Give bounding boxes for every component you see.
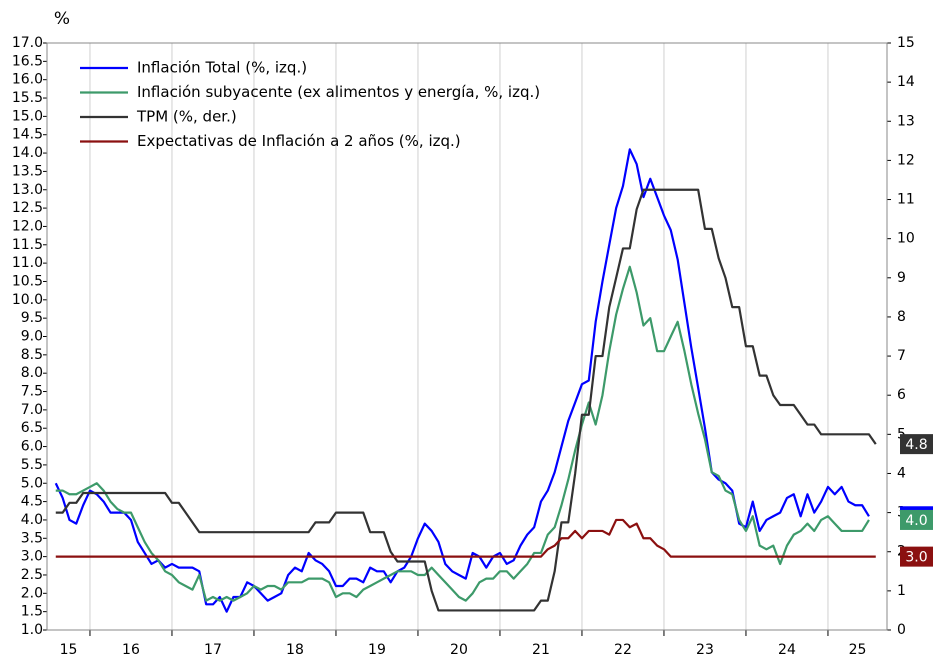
legend-label: TPM (%, der.) bbox=[136, 108, 237, 126]
y-tick-label: 16.5 bbox=[12, 53, 43, 69]
y-tick-label: 11.0 bbox=[12, 255, 43, 271]
legend-label: Inflación Total (%, izq.) bbox=[137, 59, 307, 77]
y-axis-label: % bbox=[54, 9, 70, 29]
x-tick-label: 22 bbox=[614, 642, 632, 658]
y-tick-label: 14.0 bbox=[12, 145, 43, 161]
series-line bbox=[55, 265, 870, 602]
x-tick-label: 15 bbox=[60, 642, 78, 658]
end-label-box bbox=[900, 546, 933, 567]
y-tick-label: 8.5 bbox=[21, 347, 43, 363]
y-tick-label: 9.5 bbox=[21, 310, 43, 326]
y-tick-label: 1.0 bbox=[21, 622, 43, 638]
y2-tick-label: 8 bbox=[897, 309, 906, 325]
end-label-box bbox=[900, 509, 933, 530]
x-tick-label: 23 bbox=[696, 642, 714, 658]
y-tick-label: 12.5 bbox=[12, 200, 43, 216]
legend-label: Inflación subyacente (ex alimentos y ene… bbox=[137, 83, 540, 101]
y2-tick-label: 4 bbox=[897, 465, 906, 481]
y2-tick-label: 9 bbox=[897, 270, 906, 286]
y-tick-label: 3.0 bbox=[21, 549, 43, 565]
y-tick-label: 2.0 bbox=[21, 585, 43, 601]
x-tick-label: 17 bbox=[204, 642, 222, 658]
y2-tick-label: 6 bbox=[897, 387, 906, 403]
y-tick-label: 11.5 bbox=[12, 237, 43, 253]
y-tick-label: 7.5 bbox=[21, 384, 43, 400]
y-tick-label: 2.5 bbox=[21, 567, 43, 583]
y-tick-label: 8.0 bbox=[21, 365, 43, 381]
y2-tick-label: 0 bbox=[897, 622, 906, 638]
series-line bbox=[55, 518, 876, 558]
y2-tick-label: 14 bbox=[897, 74, 915, 90]
y2-tick-label: 13 bbox=[897, 113, 915, 129]
x-tick-label: 20 bbox=[450, 642, 468, 658]
y2-tick-label: 15 bbox=[897, 35, 915, 51]
y-tick-label: 10.5 bbox=[12, 273, 43, 289]
y-tick-label: 10.0 bbox=[12, 292, 43, 308]
y-tick-label: 12.0 bbox=[12, 218, 43, 234]
y-tick-label: 5.0 bbox=[21, 475, 43, 491]
y-tick-label: 14.5 bbox=[12, 127, 43, 143]
x-tick-label: 16 bbox=[122, 642, 140, 658]
end-label: 4.8 bbox=[905, 437, 927, 453]
y2-tick-label: 7 bbox=[897, 348, 906, 364]
y-tick-label: 6.0 bbox=[21, 439, 43, 455]
end-label-box bbox=[900, 434, 933, 455]
y-tick-label: 17.0 bbox=[12, 35, 43, 51]
y-tick-label: 4.0 bbox=[21, 512, 43, 528]
plot-frame bbox=[46, 42, 888, 631]
y-tick-label: 1.5 bbox=[21, 604, 43, 620]
y-tick-label: 5.5 bbox=[21, 457, 43, 473]
y2-tick-label: 11 bbox=[897, 192, 915, 208]
y-tick-label: 4.5 bbox=[21, 494, 43, 510]
y-tick-label: 15.5 bbox=[12, 90, 43, 106]
series-line bbox=[55, 188, 877, 612]
y-tick-label: 6.5 bbox=[21, 420, 43, 436]
y-tick-label: 15.0 bbox=[12, 108, 43, 124]
legend-label: Expectativas de Inflación a 2 años (%, i… bbox=[137, 132, 461, 150]
y2-tick-label: 12 bbox=[897, 152, 915, 168]
y-tick-label: 13.5 bbox=[12, 163, 43, 179]
x-tick-label: 19 bbox=[368, 642, 386, 658]
end-label: 3.0 bbox=[905, 550, 927, 566]
x-tick-label: 25 bbox=[849, 642, 867, 658]
end-label: 4.0 bbox=[905, 513, 927, 529]
y-tick-label: 13.0 bbox=[12, 182, 43, 198]
x-tick-label: 21 bbox=[532, 642, 550, 658]
y-tick-label: 7.0 bbox=[21, 402, 43, 418]
x-tick-label: 18 bbox=[286, 642, 304, 658]
x-tick-label: 24 bbox=[778, 642, 796, 658]
y-tick-label: 16.0 bbox=[12, 72, 43, 88]
y2-tick-label: 1 bbox=[897, 583, 906, 599]
y-tick-label: 3.5 bbox=[21, 530, 43, 546]
y2-tick-label: 10 bbox=[897, 231, 915, 247]
y-tick-label: 9.0 bbox=[21, 329, 43, 345]
